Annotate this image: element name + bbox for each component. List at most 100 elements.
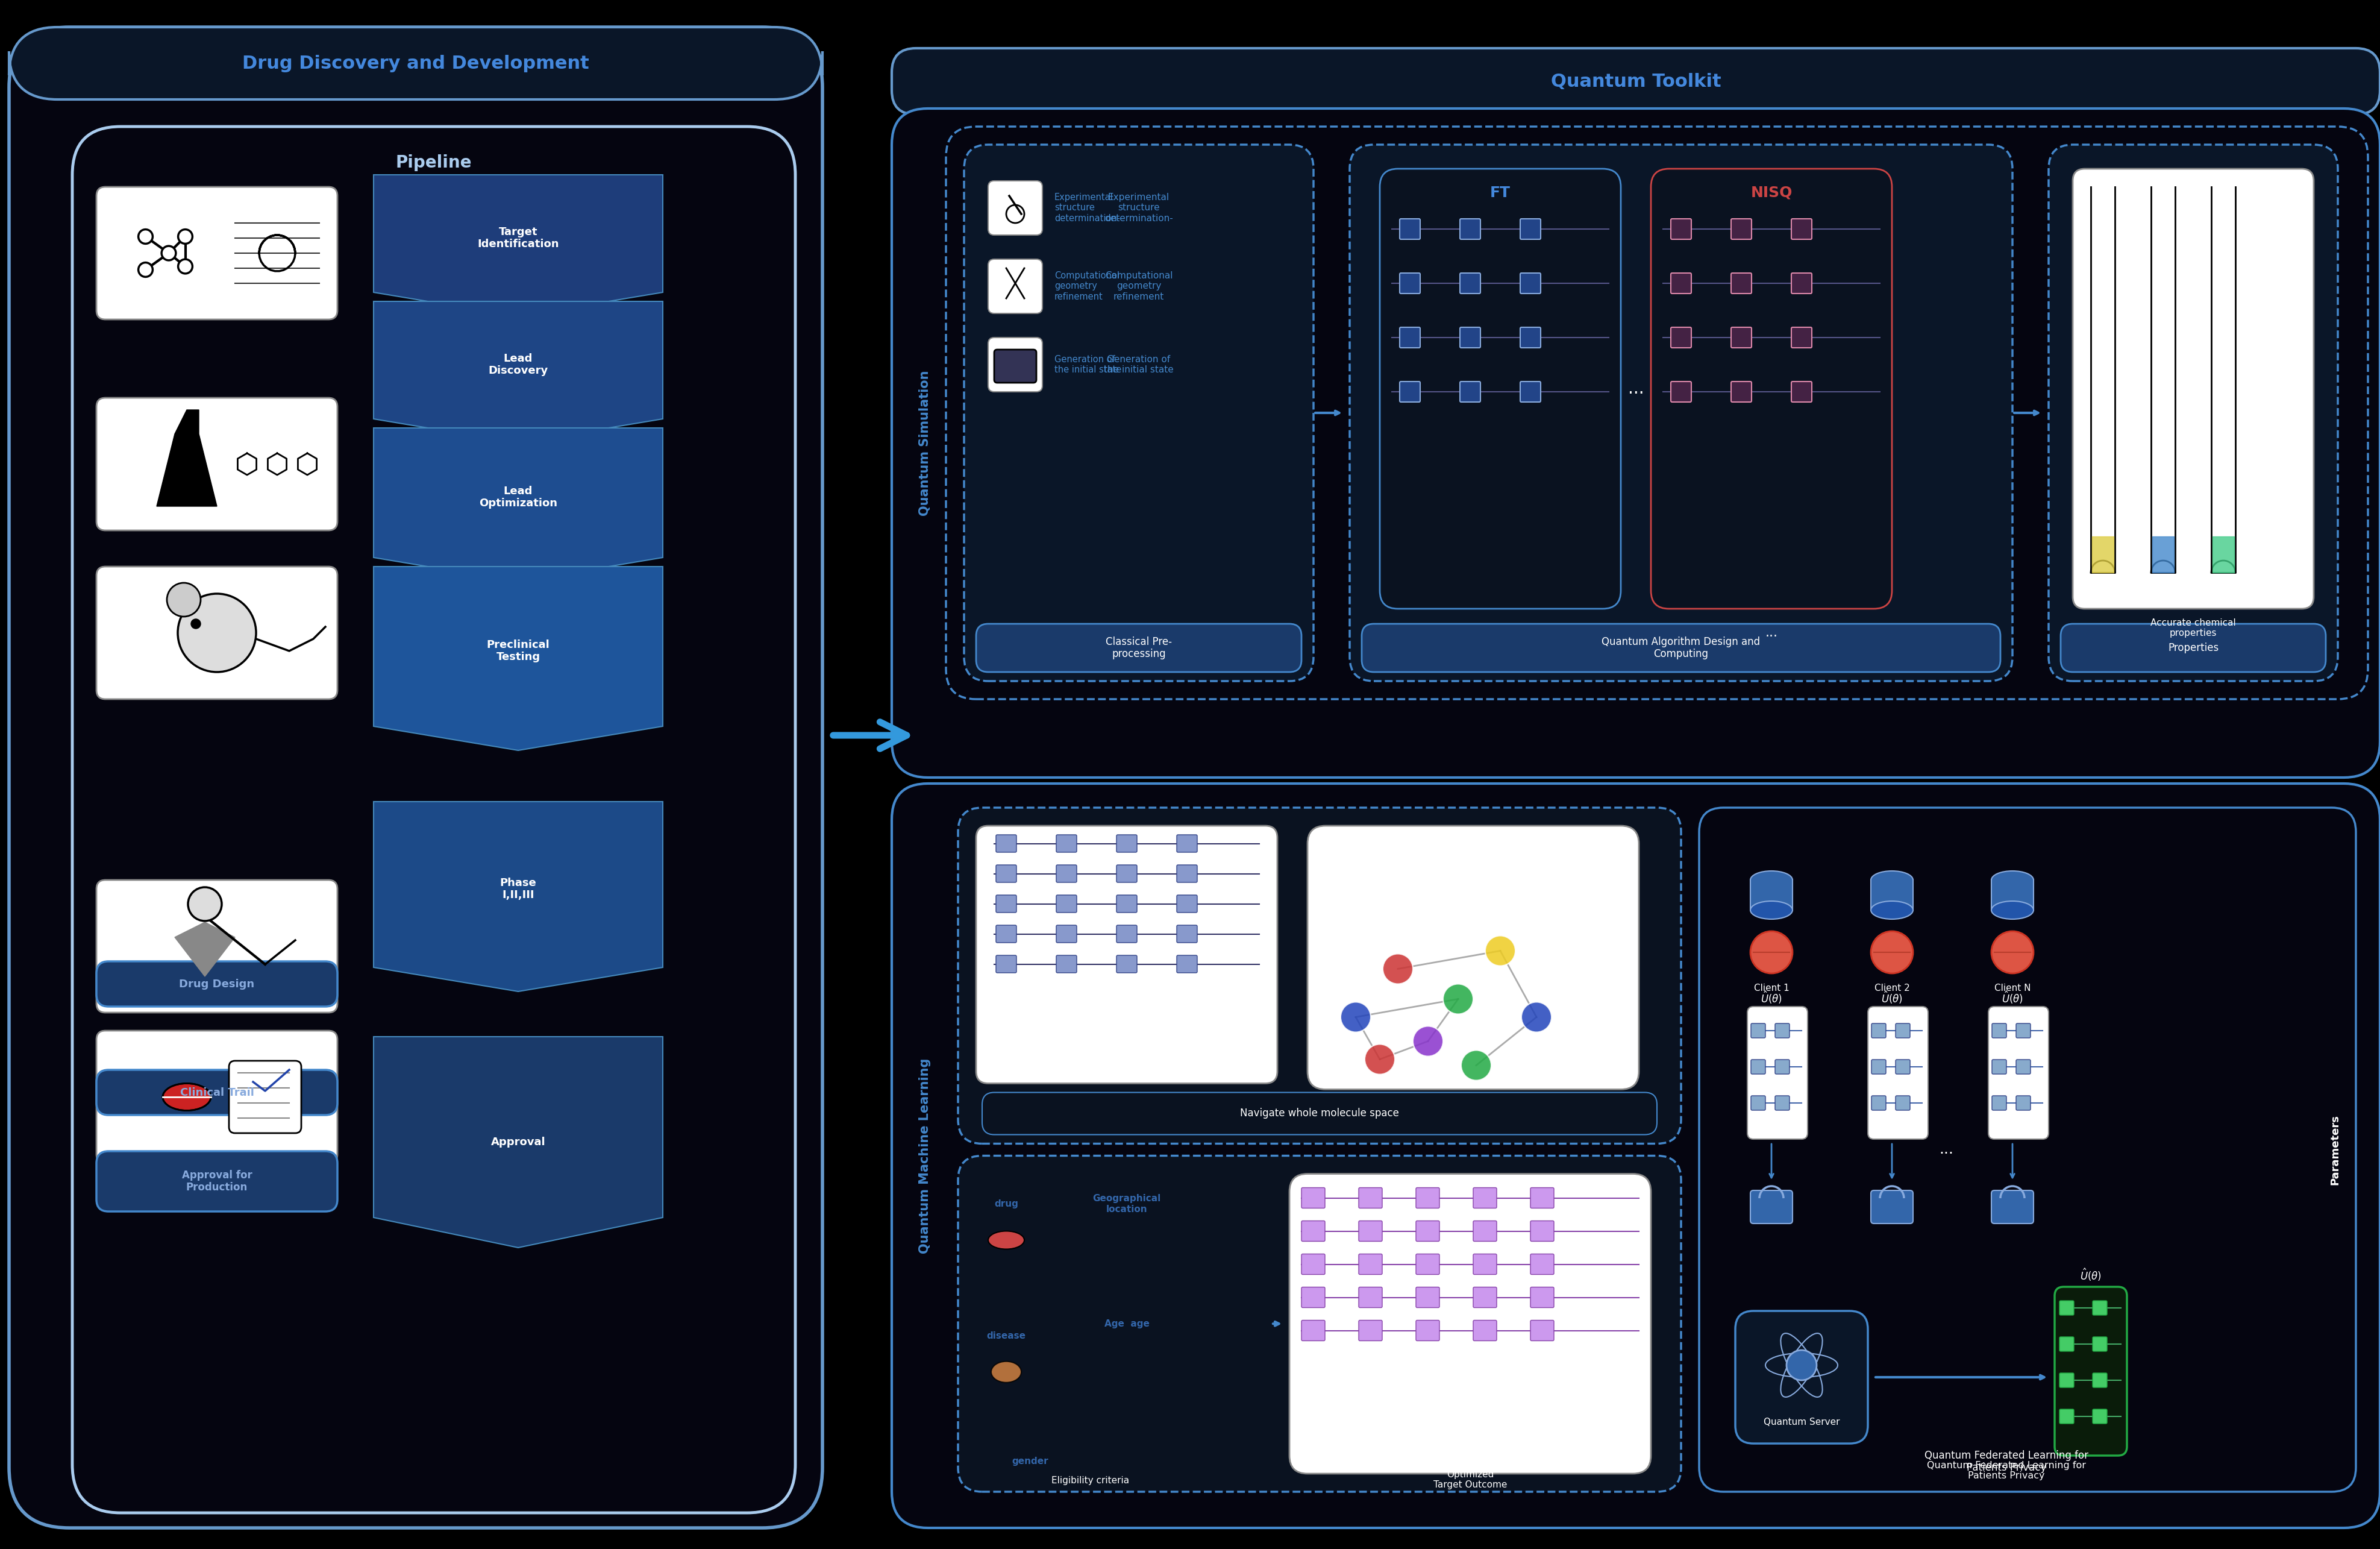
FancyBboxPatch shape [959, 807, 1680, 1143]
Text: FT: FT [1490, 186, 1511, 200]
Circle shape [1521, 1002, 1552, 1032]
FancyBboxPatch shape [1530, 1320, 1554, 1341]
FancyBboxPatch shape [1521, 381, 1540, 403]
FancyBboxPatch shape [1775, 1095, 1790, 1111]
Polygon shape [374, 428, 662, 581]
Text: Quantum Simulation: Quantum Simulation [919, 370, 931, 516]
Circle shape [1414, 1025, 1442, 1056]
FancyBboxPatch shape [1116, 835, 1138, 852]
FancyBboxPatch shape [2059, 1301, 2073, 1315]
Text: Properties: Properties [2168, 643, 2218, 654]
FancyBboxPatch shape [964, 144, 1314, 682]
Circle shape [162, 246, 176, 260]
Polygon shape [374, 302, 662, 443]
FancyBboxPatch shape [1521, 273, 1540, 293]
Circle shape [1442, 984, 1473, 1015]
FancyBboxPatch shape [1730, 327, 1752, 349]
FancyBboxPatch shape [1057, 835, 1076, 852]
FancyBboxPatch shape [1792, 218, 1811, 239]
FancyBboxPatch shape [995, 350, 1035, 383]
FancyBboxPatch shape [988, 338, 1042, 392]
Text: Client 1: Client 1 [1754, 984, 1790, 993]
FancyBboxPatch shape [1290, 1174, 1652, 1473]
FancyBboxPatch shape [1302, 1287, 1326, 1307]
FancyBboxPatch shape [1775, 1024, 1790, 1038]
FancyBboxPatch shape [1871, 1095, 1885, 1111]
FancyBboxPatch shape [1671, 381, 1692, 403]
FancyBboxPatch shape [1868, 1007, 1928, 1139]
FancyBboxPatch shape [1992, 1024, 2006, 1038]
Circle shape [138, 263, 152, 277]
FancyBboxPatch shape [1176, 895, 1197, 912]
Circle shape [1340, 1002, 1371, 1032]
FancyBboxPatch shape [1473, 1255, 1497, 1275]
Text: ...: ... [1940, 1143, 1954, 1157]
Text: $\hat{U}(\theta)$: $\hat{U}(\theta)$ [1880, 990, 1902, 1005]
FancyBboxPatch shape [2016, 1060, 2030, 1073]
FancyBboxPatch shape [98, 962, 338, 1007]
FancyBboxPatch shape [1747, 1007, 1806, 1139]
Text: Classical Pre-
processing: Classical Pre- processing [1107, 637, 1171, 660]
Ellipse shape [990, 1362, 1021, 1383]
FancyBboxPatch shape [995, 956, 1016, 973]
Ellipse shape [1871, 871, 1914, 889]
Circle shape [1871, 931, 1914, 973]
FancyBboxPatch shape [2092, 1372, 2106, 1388]
FancyBboxPatch shape [2054, 1287, 2128, 1456]
Text: Approval for
Production: Approval for Production [181, 1169, 252, 1193]
FancyBboxPatch shape [1416, 1255, 1440, 1275]
FancyBboxPatch shape [1871, 1060, 1885, 1073]
Text: Quantum Algorithm Design and
Computing: Quantum Algorithm Design and Computing [1602, 637, 1761, 660]
FancyBboxPatch shape [995, 925, 1016, 943]
Text: Computational
geometry
refinement: Computational geometry refinement [1104, 271, 1173, 302]
Text: Quantum Federated Learning for
Patients Privacy: Quantum Federated Learning for Patients … [1925, 1450, 2087, 1473]
FancyBboxPatch shape [988, 181, 1042, 235]
FancyBboxPatch shape [1671, 327, 1692, 349]
Text: Client 2: Client 2 [1875, 984, 1909, 993]
Text: Accurate chemical
properties: Accurate chemical properties [2152, 618, 2235, 638]
Text: Phase
I,II,III: Phase I,II,III [500, 877, 536, 900]
Text: Generation of
the initial state: Generation of the initial state [1054, 355, 1121, 375]
FancyBboxPatch shape [892, 784, 2380, 1527]
Circle shape [178, 229, 193, 243]
FancyBboxPatch shape [1473, 1188, 1497, 1208]
Text: Eligibility criteria: Eligibility criteria [1052, 1476, 1130, 1485]
Ellipse shape [1749, 902, 1792, 919]
FancyBboxPatch shape [2092, 1301, 2106, 1315]
FancyBboxPatch shape [1359, 1188, 1383, 1208]
FancyBboxPatch shape [1416, 1320, 1440, 1341]
Text: Navigate whole molecule space: Navigate whole molecule space [1240, 1108, 1399, 1118]
FancyBboxPatch shape [892, 48, 2380, 115]
Text: Client N: Client N [1994, 984, 2030, 993]
Circle shape [1992, 931, 2033, 973]
FancyBboxPatch shape [1473, 1287, 1497, 1307]
FancyBboxPatch shape [2092, 1410, 2106, 1424]
Text: NISQ: NISQ [1752, 186, 1792, 200]
Text: Age  age: Age age [1104, 1320, 1150, 1327]
Text: Preclinical
Testing: Preclinical Testing [486, 640, 550, 663]
Text: Quantum Federated Learning for
Patients Privacy: Quantum Federated Learning for Patients … [1928, 1461, 2085, 1481]
FancyBboxPatch shape [1992, 1060, 2006, 1073]
Ellipse shape [1992, 871, 2033, 889]
FancyBboxPatch shape [2016, 1024, 2030, 1038]
Ellipse shape [988, 1231, 1023, 1248]
FancyBboxPatch shape [1530, 1188, 1554, 1208]
FancyArrowPatch shape [833, 722, 907, 748]
FancyBboxPatch shape [1530, 1287, 1554, 1307]
FancyBboxPatch shape [1992, 1190, 2033, 1224]
Ellipse shape [1749, 871, 1792, 889]
FancyBboxPatch shape [98, 1070, 338, 1115]
Text: Quantum Toolkit: Quantum Toolkit [1552, 73, 1721, 90]
Polygon shape [374, 567, 662, 750]
FancyBboxPatch shape [988, 259, 1042, 313]
FancyBboxPatch shape [1473, 1320, 1497, 1341]
FancyBboxPatch shape [1699, 807, 2356, 1492]
FancyBboxPatch shape [1380, 169, 1621, 609]
Text: Drug Discovery and Development: Drug Discovery and Development [243, 54, 590, 71]
FancyBboxPatch shape [1521, 218, 1540, 239]
FancyBboxPatch shape [1459, 381, 1480, 403]
Circle shape [1485, 936, 1516, 967]
Circle shape [167, 582, 200, 617]
FancyBboxPatch shape [1361, 624, 2002, 672]
Text: drug: drug [995, 1199, 1019, 1208]
